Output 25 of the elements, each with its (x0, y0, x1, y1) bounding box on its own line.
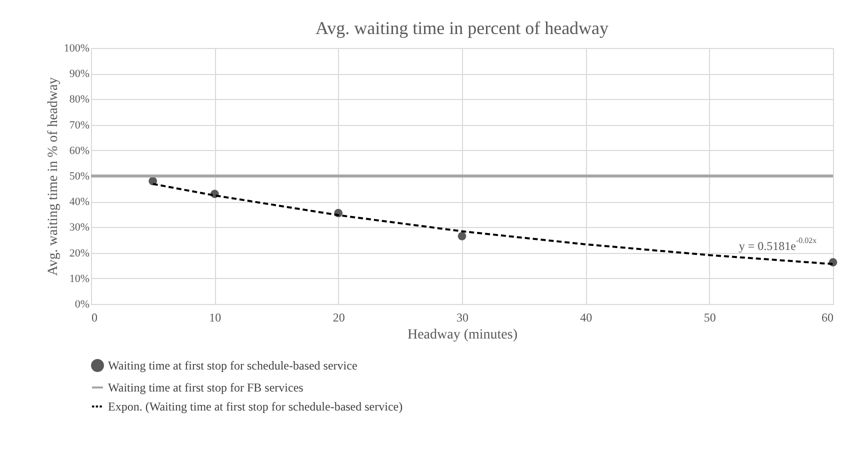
y-tick-label: 20% (69, 247, 90, 260)
x-tick-label: 50 (704, 310, 716, 324)
y-tick-label: 60% (69, 144, 90, 157)
legend-label: Waiting time at first stop for FB services (108, 380, 304, 394)
x-tick-label: 60 (822, 310, 834, 324)
y-tick-label: 70% (69, 119, 90, 132)
x-tick-label: 10 (209, 310, 222, 324)
y-tick-label: 30% (69, 222, 90, 234)
y-tick-label: 100% (64, 42, 90, 54)
y-tick-label: 10% (69, 272, 90, 285)
x-tick-label: 20 (332, 310, 345, 324)
point (458, 232, 466, 240)
y-tick-label: 0% (74, 298, 90, 310)
x-tick-label: 40 (580, 310, 592, 324)
y-tick-label: 90% (69, 68, 90, 80)
x-axis-title: Headway (minutes) (407, 328, 518, 342)
y-tick-label: 50% (69, 170, 90, 182)
y-tick-label: 80% (69, 94, 90, 106)
x-tick-label: 0 (92, 310, 98, 324)
legend-label: Expon. (Waiting time at first stop for schedule-based service) (108, 400, 403, 414)
legend-label: Waiting time at first stop for schedule-based service (108, 358, 358, 372)
x-tick-label: 30 (456, 310, 468, 324)
y-tick-label: 40% (69, 196, 90, 208)
chart-title: Avg. waiting time in percent of headway (315, 18, 609, 38)
y-axis-title: Avg. waiting time in % of headway (46, 77, 61, 276)
